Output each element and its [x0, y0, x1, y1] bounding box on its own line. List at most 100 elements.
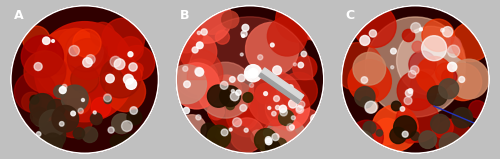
Circle shape — [266, 137, 272, 143]
Circle shape — [22, 35, 64, 78]
Circle shape — [422, 19, 454, 52]
Circle shape — [442, 69, 457, 85]
Circle shape — [128, 52, 133, 57]
Circle shape — [182, 59, 218, 94]
Circle shape — [71, 111, 76, 116]
Circle shape — [104, 94, 112, 102]
Circle shape — [30, 94, 55, 119]
Circle shape — [70, 65, 99, 93]
Circle shape — [276, 105, 280, 110]
Circle shape — [220, 86, 240, 107]
Circle shape — [280, 105, 286, 113]
Circle shape — [106, 74, 114, 83]
Circle shape — [268, 107, 270, 110]
Circle shape — [456, 74, 466, 85]
Circle shape — [288, 100, 297, 108]
Circle shape — [34, 29, 103, 98]
Circle shape — [34, 62, 42, 71]
Circle shape — [112, 114, 132, 134]
Circle shape — [122, 121, 132, 131]
Circle shape — [270, 43, 274, 47]
Circle shape — [220, 81, 228, 89]
Circle shape — [402, 131, 408, 137]
Circle shape — [280, 72, 318, 109]
Circle shape — [58, 28, 94, 65]
Circle shape — [32, 99, 55, 122]
Circle shape — [276, 0, 320, 42]
Circle shape — [42, 37, 50, 45]
Circle shape — [192, 47, 198, 53]
Circle shape — [360, 35, 370, 45]
Circle shape — [274, 96, 280, 101]
Circle shape — [419, 131, 436, 149]
Circle shape — [212, 75, 242, 105]
Circle shape — [280, 109, 287, 116]
Circle shape — [296, 106, 304, 113]
Circle shape — [410, 69, 442, 101]
Circle shape — [294, 143, 298, 146]
Circle shape — [114, 59, 125, 69]
Circle shape — [229, 128, 232, 131]
Circle shape — [22, 130, 32, 140]
Circle shape — [91, 97, 111, 117]
Circle shape — [366, 17, 466, 117]
Circle shape — [422, 36, 446, 61]
Circle shape — [226, 92, 270, 137]
Circle shape — [176, 6, 324, 153]
Circle shape — [230, 77, 235, 82]
Circle shape — [286, 124, 294, 131]
Circle shape — [34, 22, 134, 122]
Circle shape — [30, 107, 48, 125]
Circle shape — [256, 83, 276, 104]
Circle shape — [246, 71, 253, 78]
Circle shape — [230, 92, 239, 101]
Circle shape — [73, 128, 85, 139]
Circle shape — [401, 124, 419, 143]
Circle shape — [208, 125, 231, 149]
Circle shape — [110, 59, 130, 78]
Circle shape — [298, 62, 304, 68]
Circle shape — [342, 6, 489, 153]
Circle shape — [452, 108, 472, 128]
Circle shape — [244, 65, 262, 82]
Circle shape — [82, 98, 84, 101]
Circle shape — [82, 127, 98, 142]
Circle shape — [54, 85, 66, 98]
Circle shape — [416, 56, 453, 93]
Circle shape — [430, 114, 450, 133]
Circle shape — [404, 97, 412, 105]
Circle shape — [130, 68, 142, 80]
Circle shape — [402, 29, 414, 42]
Circle shape — [106, 72, 146, 112]
Circle shape — [198, 31, 200, 35]
Circle shape — [48, 99, 65, 117]
Wedge shape — [187, 17, 313, 80]
Circle shape — [124, 74, 134, 84]
Circle shape — [240, 53, 243, 56]
Circle shape — [182, 0, 232, 43]
Circle shape — [444, 63, 482, 101]
Circle shape — [51, 59, 66, 75]
Circle shape — [448, 45, 460, 57]
Circle shape — [354, 87, 375, 107]
Circle shape — [438, 79, 458, 99]
Circle shape — [201, 123, 216, 138]
Circle shape — [108, 127, 114, 133]
Circle shape — [452, 22, 490, 62]
Circle shape — [66, 33, 104, 70]
Circle shape — [409, 51, 436, 78]
Circle shape — [62, 85, 88, 112]
Circle shape — [366, 87, 378, 99]
Circle shape — [440, 133, 462, 155]
Circle shape — [102, 73, 113, 83]
Circle shape — [365, 101, 377, 113]
Circle shape — [220, 126, 254, 159]
Circle shape — [251, 130, 264, 144]
Circle shape — [240, 105, 246, 111]
Circle shape — [90, 22, 114, 46]
Circle shape — [290, 125, 294, 130]
Circle shape — [93, 111, 96, 114]
Circle shape — [406, 90, 412, 97]
Circle shape — [448, 62, 457, 72]
Circle shape — [432, 117, 453, 138]
